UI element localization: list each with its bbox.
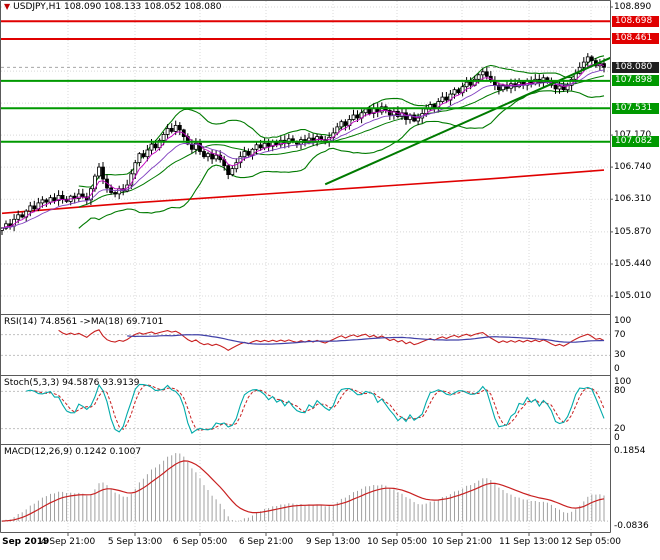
rsi-tick-label: 70 xyxy=(614,329,626,340)
time-axis-label: 4 Sep 21:00 xyxy=(40,537,96,547)
stoch-tick-label: 20 xyxy=(614,423,626,434)
stoch-tick-label: 0 xyxy=(614,433,620,443)
macd-indicator-label: MACD(12,26,9) 0.1242 0.1007 xyxy=(4,447,142,457)
macd-tick-label: 0.1854 xyxy=(614,446,646,456)
indicator-level-lines xyxy=(1,334,610,522)
chart-title-text: USDJPY,H1 108.090 108.133 108.052 108.08… xyxy=(13,2,222,12)
candles xyxy=(1,53,606,235)
rsi-indicator-label: RSI(14) 74.8561 ->MA(18) 69.7101 xyxy=(4,317,164,327)
chart-title: ▼ USDJPY,H1 108.090 108.133 108.052 108.0… xyxy=(4,2,221,12)
time-axis-label: 5 Sep 13:00 xyxy=(107,537,163,547)
rsi-tick-label: 100 xyxy=(614,316,632,326)
time-axis-label: 11 Sep 13:00 xyxy=(498,537,560,547)
rsi-plot xyxy=(58,329,605,351)
stochastic-plot xyxy=(26,383,605,434)
price-tick-label: 105.440 xyxy=(614,258,652,269)
stoch-tick-label: 80 xyxy=(614,386,626,397)
time-axis-label: 4 Sep 2019 xyxy=(0,537,50,547)
symbol-marker-icon: ▼ xyxy=(4,2,11,11)
price-tick-label: 105.870 xyxy=(614,226,652,237)
price-level-badge: 108.698 xyxy=(612,16,659,27)
macd-plot xyxy=(1,453,605,522)
stoch-tick-label: 100 xyxy=(614,377,632,387)
price-tick-label: 107.170 xyxy=(614,130,651,140)
fast-ma-lines xyxy=(1,64,605,229)
price-tick-label: 108.890 xyxy=(614,2,652,12)
rsi-tick-label: 0 xyxy=(614,364,620,374)
macd-tick-label: -0.0836 xyxy=(614,521,649,531)
price-level-badge: 107.898 xyxy=(612,75,659,86)
chart-objects xyxy=(1,20,610,186)
panel-frames xyxy=(0,0,613,536)
stoch-indicator-label: Stoch(5,3,3) 94.5876 93.9139 xyxy=(4,378,140,388)
time-axis-label: 9 Sep 13:00 xyxy=(305,537,361,547)
time-axis-label: 6 Sep 05:00 xyxy=(172,537,228,547)
price-level-badge: 107.531 xyxy=(612,103,659,114)
rsi-tick-label: 30 xyxy=(614,350,626,361)
price-tick-label: 106.740 xyxy=(614,162,652,173)
price-tick-label: 105.010 xyxy=(614,291,652,301)
price-tick-label: 106.310 xyxy=(614,194,652,205)
time-axis-label: 10 Sep 21:00 xyxy=(431,537,493,547)
price-level-badge: 108.461 xyxy=(612,33,659,44)
price-level-badge: 107.082 xyxy=(612,136,659,147)
time-axis-label: 10 Sep 05:00 xyxy=(366,537,428,547)
time-axis-label: 6 Sep 21:00 xyxy=(238,537,294,547)
current-price-badge: 108.080 xyxy=(612,62,659,73)
time-axis-label: 12 Sep 05:00 xyxy=(560,537,622,547)
